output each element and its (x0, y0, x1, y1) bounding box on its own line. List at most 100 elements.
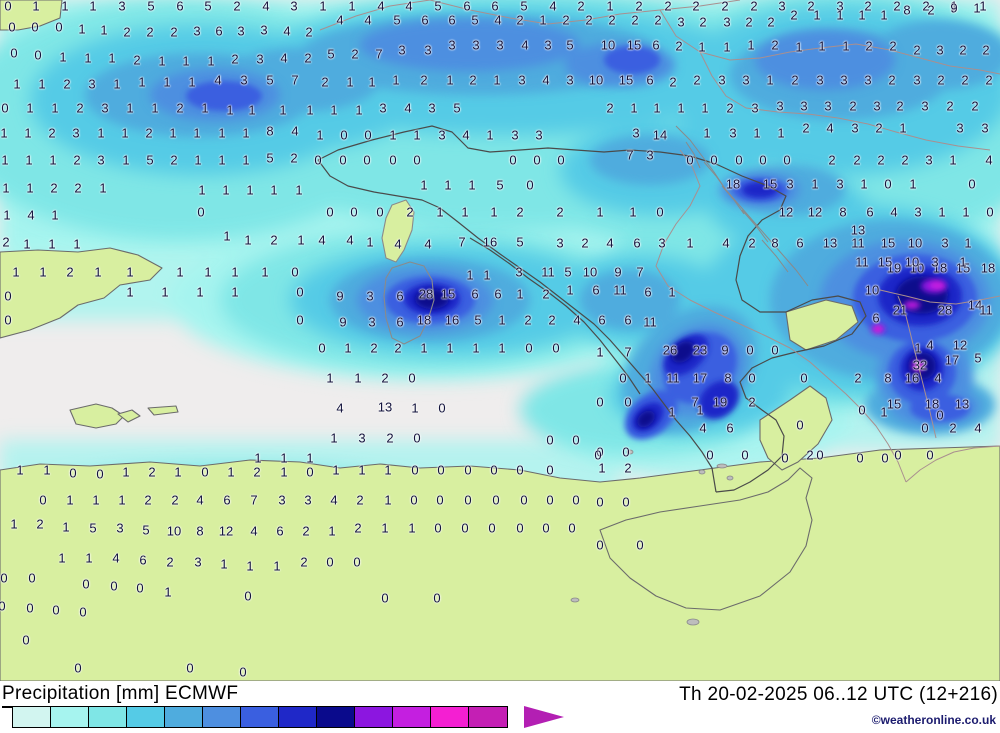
precip-value: 1 (126, 284, 134, 300)
precip-value: 4 (494, 12, 502, 28)
precip-value: 3 (556, 235, 564, 251)
precip-value: 0 (364, 127, 372, 143)
precip-value: 1 (138, 74, 146, 90)
precip-value: 2 (745, 14, 753, 30)
coastline-tyrrhenian (469, 237, 641, 395)
precip-value: 0 (509, 152, 517, 168)
precip-value: 1 (66, 492, 74, 508)
precip-value: 1 (222, 182, 230, 198)
precip-value: 1 (811, 176, 819, 192)
precip-value: 1 (962, 204, 970, 220)
legend-swatch-15[interactable] (241, 707, 279, 727)
precip-value: 2 (949, 420, 957, 436)
precip-value: 0 (858, 402, 866, 418)
precip-value: 1 (163, 74, 171, 90)
precip-value: 4 (722, 235, 730, 251)
legend-swatches[interactable] (12, 706, 508, 728)
precip-value: 6 (592, 282, 600, 298)
precip-value: 1 (297, 232, 305, 248)
precip-value: 2 (48, 125, 56, 141)
precip-value: 0 (376, 204, 384, 220)
precip-value: 3 (913, 72, 921, 88)
legend-swatch-0.1[interactable] (13, 707, 51, 727)
land-ibiza (147, 405, 179, 416)
precip-value: 4 (250, 523, 258, 539)
precip-value: 1 (100, 22, 108, 38)
precip-value: 0 (4, 0, 12, 14)
precip-value: 1 (246, 182, 254, 198)
precip-value: 1 (860, 176, 868, 192)
precip-value: 2 (864, 0, 872, 14)
precip-value: 15 (877, 254, 893, 270)
dalmatian-coast (675, 125, 809, 287)
precip-value: 1 (94, 264, 102, 280)
precip-value: 1 (24, 125, 32, 141)
precip-value: 2 (171, 492, 179, 508)
precip-value: 1 (126, 100, 134, 116)
precip-value: 4 (377, 0, 385, 14)
precip-value: 0 (389, 152, 397, 168)
precip-value: 5 (974, 350, 982, 366)
precip-value: 11 (643, 314, 657, 330)
precip-value: 1 (49, 152, 57, 168)
precip-value: 5 (496, 177, 504, 193)
land-sardinia (383, 261, 435, 345)
precip-value: 0 (10, 45, 18, 61)
precip-value: 1 (204, 264, 212, 280)
precip-value: 2 (750, 0, 758, 14)
legend-swatch-0.5[interactable] (51, 707, 89, 727)
precip-value: 1 (596, 344, 604, 360)
precip-value: 1 (273, 558, 281, 574)
precip-value: 0 (926, 447, 934, 463)
legend-swatch-10[interactable] (203, 707, 241, 727)
precip-value: 1 (668, 284, 676, 300)
precip-value: 0 (0, 570, 8, 586)
precip-value: 6 (872, 310, 880, 326)
precip-value: 2 (669, 74, 677, 90)
precip-value: 1 (10, 516, 18, 532)
precip-value: 0 (55, 19, 63, 35)
precip-value: 6 (421, 12, 429, 28)
legend-swatch-5[interactable] (165, 707, 203, 727)
precip-value: 1 (355, 102, 363, 118)
precip-value: 1 (677, 100, 685, 116)
legend-swatch-45[interactable] (469, 707, 507, 727)
legend-swatch-40[interactable] (431, 707, 469, 727)
precip-value: 0 (622, 494, 630, 510)
legend-swatch-25[interactable] (317, 707, 355, 727)
precip-value: 0 (26, 600, 34, 616)
precip-value: 1 (73, 236, 81, 252)
precip-value: 2 (959, 42, 967, 58)
legend-swatch-1[interactable] (89, 707, 127, 727)
precip-value: 1 (959, 254, 967, 270)
precip-value: 1 (261, 264, 269, 280)
precip-value: 1 (703, 125, 711, 141)
precip-value: 0 (748, 370, 756, 386)
precip-value: 2 (635, 0, 643, 14)
legend-swatch-2[interactable] (127, 707, 165, 727)
precip-value: 1 (26, 180, 34, 196)
precip-value: 0 (936, 407, 944, 423)
precip-value: 2 (231, 51, 239, 67)
precip-value: 18 (924, 396, 940, 412)
precip-value: 1 (108, 50, 116, 66)
precip-value: 0 (326, 554, 334, 570)
precip-value: 1 (48, 236, 56, 252)
legend-swatch-20[interactable] (279, 707, 317, 727)
precip-value: 2 (524, 312, 532, 328)
legend-swatch-30[interactable] (355, 707, 393, 727)
precip-value: 0 (706, 447, 714, 463)
precip-value: 1 (328, 523, 336, 539)
precip-value: 1 (630, 100, 638, 116)
precip-value: 1 (446, 72, 454, 88)
precip-value: 1 (493, 72, 501, 88)
precip-value: 1 (12, 264, 20, 280)
precip-value: 0 (881, 450, 889, 466)
legend-swatch-35[interactable] (393, 707, 431, 727)
precip-value: 0 (526, 177, 534, 193)
precip-value: 11 (666, 370, 680, 386)
precip-value: 1 (858, 7, 866, 23)
precip-value: 0 (464, 462, 472, 478)
precip-value: 2 (469, 72, 477, 88)
